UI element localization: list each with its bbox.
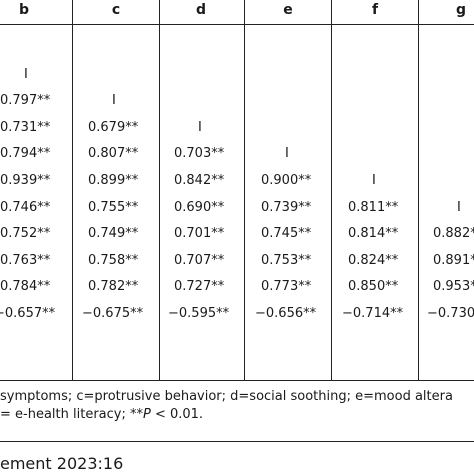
table-cell: 0.773** [261,279,312,294]
table-note-line-1: symptoms; c=protrusive behavior; d=socia… [0,389,453,404]
table-cell: 0.939** [0,173,51,188]
table-cell: 0.842** [174,173,225,188]
table-cell: 0.953* [433,279,474,294]
column-header-c: c [111,2,121,18]
table-cell: 0.739** [261,200,312,215]
note-text-2b: < 0.01. [150,407,204,422]
table-cell: 0.703** [174,146,225,161]
table-cell: 0.807** [88,146,139,161]
table-cell: −0.714** [342,306,404,321]
table-cell: −0.730 [427,306,474,321]
table-cell: −0.595** [168,306,230,321]
column-header-g: g [455,2,467,18]
table-cell: −0.675** [82,306,144,321]
note-text-1: symptoms; c=protrusive behavior; d=socia… [0,389,453,404]
footer-rule [0,441,474,442]
table-cell: 0.746** [0,200,51,215]
column-divider-2 [159,0,160,380]
table-note-line-2: = e-health literacy; **P < 0.01. [0,407,203,422]
table-cell: 0.882* [433,226,474,241]
table-cell: 0.797** [0,93,51,108]
table-cell: 0.899** [88,173,139,188]
table-cell: I [198,120,202,135]
table-bottom-rule [0,380,474,381]
table-cell: I [24,67,28,82]
table-cell: 0.679** [88,120,139,135]
table-cell: I [457,200,461,215]
table-cell: 0.707** [174,253,225,268]
table-cell: I [285,146,289,161]
table-cell: 0.900** [261,173,312,188]
table-cell: 0.850** [348,279,399,294]
table-cell: 0.755** [88,200,139,215]
table-cell: −0.657** [0,306,56,321]
table-cell: 0.701** [174,226,225,241]
column-divider-4 [331,0,332,380]
column-header-f: f [371,2,379,18]
table-cell: 0.811** [348,200,399,215]
table-cell: 0.784** [0,279,51,294]
table-cell: −0.656** [255,306,317,321]
table-cell: I [112,93,116,108]
table-cell: 0.814** [348,226,399,241]
note-text-2a: = e-health literacy; ** [0,407,143,422]
column-header-d: d [195,2,207,18]
table-cell: 0.727** [174,279,225,294]
table-cell: 0.749** [88,226,139,241]
table-cell: 0.690** [174,200,225,215]
column-header-b: b [18,2,30,18]
table-cell: 0.794** [0,146,51,161]
column-header-e: e [283,2,293,18]
journal-footer: ement 2023:16 [0,454,124,473]
column-divider-1 [72,0,73,380]
column-divider-5 [418,0,419,380]
note-p-symbol: P [142,407,151,422]
table-cell: 0.891* [433,253,474,268]
table-cell: 0.824** [348,253,399,268]
table-cell: 0.763** [0,253,51,268]
table-cell: 0.731** [0,120,51,135]
column-divider-3 [244,0,245,380]
table-cell: 0.758** [88,253,139,268]
header-rule [0,24,474,25]
table-cell: 0.782** [88,279,139,294]
table-cell: 0.745** [261,226,312,241]
table-cell: 0.752** [0,226,51,241]
table-cell: I [372,173,376,188]
table-cell: 0.753** [261,253,312,268]
